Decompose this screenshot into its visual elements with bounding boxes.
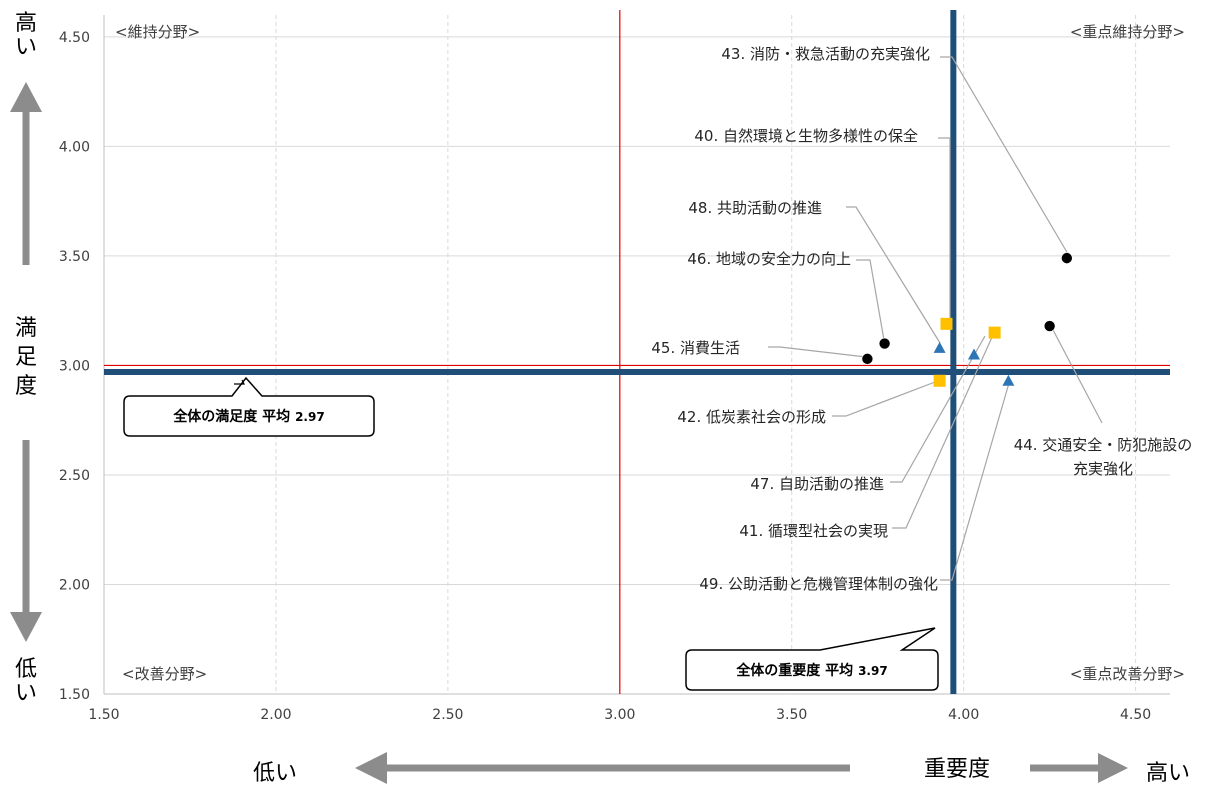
y-tick-label: 3.00 <box>59 358 90 374</box>
y-caption-high: 高い <box>15 11 37 60</box>
quadrant-top-right: <重点維持分野> <box>1070 23 1185 41</box>
callout-importance-text: 全体の重要度 平均 3.97 <box>735 662 887 679</box>
x-axis-title: 重要度 <box>924 757 990 782</box>
x-tick-label: 1.50 <box>88 707 119 723</box>
leader-line-48 <box>846 206 941 344</box>
x-tick-label: 3.00 <box>604 707 635 723</box>
leader-line-45 <box>768 346 867 358</box>
leader-lines <box>768 56 1103 581</box>
leader-line-43 <box>940 56 1069 255</box>
x-tick-label: 3.50 <box>776 707 807 723</box>
y-tick-label: 2.00 <box>59 577 90 593</box>
average-callouts: 全体の満足度 平均 2.97 全体の重要度 平均 3.97 <box>123 376 939 691</box>
reference-lines <box>104 10 1170 694</box>
point-label-43: 43. 消防・救急活動の充実強化 <box>721 45 930 63</box>
point-label-46: 46. 地域の安全力の向上 <box>687 250 851 268</box>
x-caption-low: 低い <box>253 761 297 785</box>
y-tick-label: 4.00 <box>59 139 90 155</box>
quadrant-bottom-left: <改善分野> <box>122 665 207 683</box>
callout-importance-label: 全体の重要度 平均 <box>735 662 858 679</box>
point-42 <box>933 374 946 387</box>
point-49 <box>1002 374 1015 386</box>
y-tick-label: 1.50 <box>59 687 90 703</box>
leader-line-46 <box>856 259 885 341</box>
callout-satisfaction-pointer <box>234 379 245 385</box>
y-tick-label: 2.50 <box>59 468 90 484</box>
callout-importance-box <box>685 627 939 691</box>
x-tick-label: 2.50 <box>432 707 463 723</box>
leader-line-40 <box>938 137 951 318</box>
point-label-41: 41. 循環型社会の実現 <box>739 522 888 540</box>
x-tick-label: 2.00 <box>260 707 291 723</box>
callout-satisfaction-value: 2.97 <box>295 410 325 424</box>
callout-importance-value: 3.97 <box>858 664 888 678</box>
arrow-right-head <box>1098 753 1128 783</box>
y-tick-label: 3.50 <box>59 249 90 265</box>
leader-line-41 <box>892 334 994 529</box>
arrow-up-head <box>10 82 42 112</box>
point-45 <box>861 353 874 365</box>
axis-arrows <box>10 82 1128 784</box>
leader-line-47 <box>890 335 986 483</box>
point-label-40: 40. 自然環境と生物多様性の保全 <box>694 127 918 145</box>
point-label-45: 45. 消費生活 <box>651 339 740 357</box>
x-tick-label: 4.50 <box>1120 707 1151 723</box>
leader-line-44 <box>1051 327 1103 424</box>
point-label-42: 42. 低炭素社会の形成 <box>677 408 826 426</box>
point-labels: 43. 消防・救急活動の充実強化 40. 自然環境と生物多様性の保全 48. 共助活… <box>651 45 1192 593</box>
quadrant-bottom-right: <重点改善分野> <box>1070 665 1185 683</box>
callout-satisfaction-box <box>123 376 375 437</box>
callout-satisfaction-text: 全体の満足度 平均 2.97 <box>172 408 324 425</box>
point-label-49: 49. 公助活動と危機管理体制の強化 <box>699 575 938 593</box>
x-caption-high: 高い <box>1146 761 1190 785</box>
data-points <box>861 252 1073 387</box>
arrow-down-head <box>10 612 42 642</box>
y-axis-title: 満足度 <box>15 316 37 399</box>
point-label-48: 48. 共助活動の推進 <box>688 199 822 217</box>
arrow-left-head <box>355 752 387 784</box>
callout-satisfaction-label: 全体の満足度 平均 <box>172 408 295 425</box>
point-label-44: 44. 交通安全・防犯施設の充実強化 <box>1014 436 1193 478</box>
point-40 <box>940 317 953 330</box>
quadrant-top-left: <維持分野> <box>115 23 200 41</box>
x-tick-label: 4.00 <box>948 707 979 723</box>
y-caption-low: 低い <box>15 657 37 706</box>
grid-lines <box>103 15 1170 695</box>
point-47 <box>967 348 980 360</box>
point-label-47: 47. 自助活動の推進 <box>750 475 884 493</box>
leader-line-49 <box>940 382 1010 581</box>
leader-line-42 <box>832 381 936 417</box>
y-tick-label: 4.50 <box>59 30 90 46</box>
point-48 <box>933 341 946 353</box>
point-46 <box>878 337 891 350</box>
point-41 <box>988 326 1001 339</box>
tick-labels: 1.50 2.00 2.50 3.00 3.50 4.00 4.50 1.50 2.00 2.50… <box>59 30 1151 723</box>
quadrant-labels: <維持分野> <重点維持分野> <改善分野> <重点改善分野> <box>115 23 1185 683</box>
point-43 <box>1061 252 1073 264</box>
point-44 <box>1043 320 1056 332</box>
